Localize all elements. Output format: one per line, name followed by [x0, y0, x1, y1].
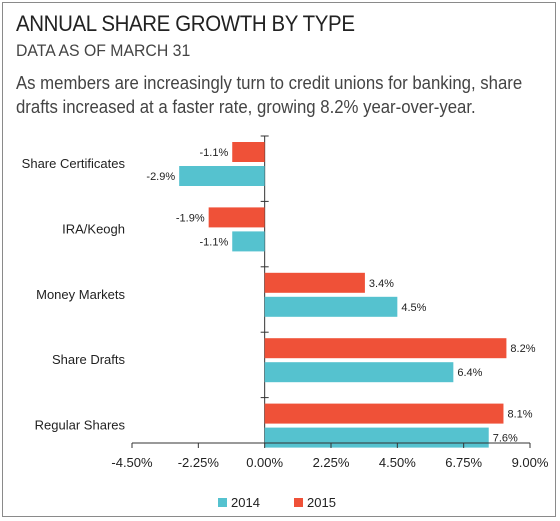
bar-2015 [232, 142, 265, 162]
x-tick-label: 4.50% [379, 455, 416, 470]
data-label: 6.4% [457, 367, 482, 379]
legend-swatch-2014 [218, 498, 227, 507]
legend-swatch-2015 [294, 498, 303, 507]
chart-description: As members are increasingly turn to cred… [16, 73, 523, 117]
category-label: IRA/Keogh [62, 221, 125, 236]
category-label: Share Certificates [22, 156, 126, 171]
x-tick-label: -4.50% [111, 455, 153, 470]
data-label: 8.2% [510, 343, 535, 355]
data-label: 3.4% [369, 278, 394, 290]
x-tick-label: 2.25% [313, 455, 350, 470]
data-label: -2.9% [146, 171, 175, 183]
bar-2014 [264, 427, 489, 448]
chart-subtitle: DATA AS OF MARCH 31 [16, 41, 191, 60]
data-label: -1.9% [176, 212, 205, 224]
x-tick-label: 6.75% [445, 455, 482, 470]
chart-title: ANNUAL SHARE GROWTH BY TYPE [16, 11, 355, 36]
bar-2015 [208, 207, 265, 228]
x-tick-label: 0.00% [246, 455, 283, 470]
bar-2014 [264, 296, 398, 317]
bar-2015 [264, 403, 504, 424]
x-tick-label: 9.00% [512, 455, 549, 470]
data-label: -1.1% [199, 236, 228, 248]
bar-2014 [264, 362, 454, 383]
category-label: Money Markets [36, 287, 125, 302]
bar-2015 [264, 338, 507, 359]
category-label: Share Drafts [52, 352, 125, 367]
legend-label: 2014 [231, 495, 260, 510]
legend-label: 2015 [307, 495, 336, 510]
x-tick-label: -2.25% [178, 455, 220, 470]
bar-2014 [232, 231, 265, 252]
chart-frame [2, 2, 556, 517]
data-label: 8.1% [507, 409, 532, 421]
category-label: Regular Shares [35, 418, 126, 433]
data-label: 7.6% [493, 433, 518, 445]
bar-2015 [264, 272, 365, 293]
data-label: 4.5% [401, 302, 426, 314]
data-label: -1.1% [199, 147, 228, 159]
bar-2014 [179, 166, 265, 186]
